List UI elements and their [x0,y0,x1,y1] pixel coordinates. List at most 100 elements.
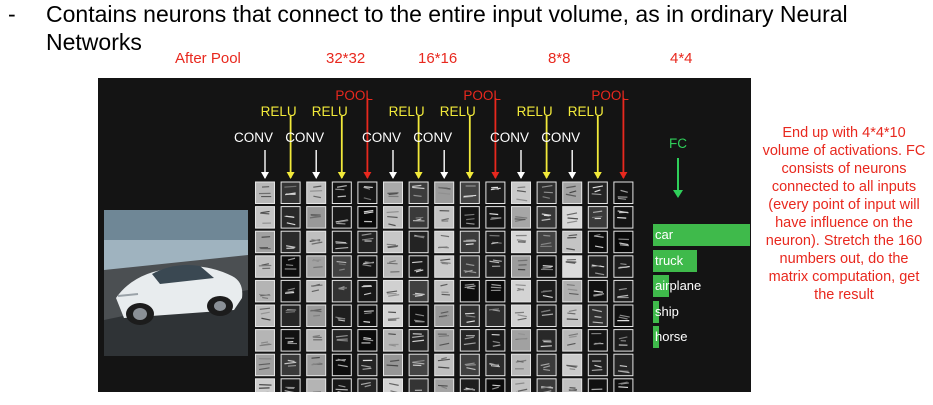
tile-texture [438,335,450,338]
tile-texture [313,314,321,317]
tile-texture [338,319,346,322]
tile-texture [593,342,601,345]
feature-map-tile [536,304,557,327]
feature-map-tile [485,230,506,254]
car-illustration [104,210,248,356]
tile-texture [592,185,604,189]
tile-texture [286,222,296,226]
tile-texture [335,334,348,338]
tile-texture [517,317,527,321]
tile-texture [439,342,450,346]
tile-texture [489,260,500,264]
relu-label-1: RELU [260,104,297,119]
tile-texture [541,184,553,188]
feature-map-tile [613,255,634,278]
tile-texture [311,289,320,293]
tile-texture [387,215,398,219]
size-16-label: 16*16 [418,50,458,67]
tile-texture [415,235,425,239]
tile-texture [517,388,528,392]
tile-texture [287,359,295,363]
tile-texture [441,293,450,296]
tile-texture [542,196,550,199]
tile-texture [284,361,297,365]
tile-texture [309,215,321,219]
feature-map-tile [280,255,301,278]
feature-map-tile [511,329,531,352]
tile-texture [515,284,526,287]
feature-map-tile [536,255,557,278]
tile-texture [463,195,474,199]
tile-texture [491,241,499,245]
tile-texture [568,234,578,237]
tile-texture [516,288,524,292]
feature-map-tile [408,279,429,303]
feature-map-tile [357,279,378,303]
pool-label-4: POOL [335,88,373,103]
relu-label-11: RELU [516,104,553,119]
tile-texture [466,218,475,221]
feature-map-tile [485,181,506,204]
tile-texture [313,185,322,188]
tile-texture [566,364,577,368]
tile-texture [364,312,372,315]
tile-texture [261,263,270,266]
tile-texture [567,288,578,291]
tile-texture [617,294,629,298]
feature-map-tile [383,230,403,254]
feature-map-tile [613,181,634,204]
pool-arrowhead-9 [491,172,500,179]
feature-map-tile [331,181,352,204]
tile-texture [361,364,371,368]
feature-map-tile [434,255,455,278]
tile-texture [412,359,425,363]
tile-texture [388,333,396,336]
side-note: End up with 4*4*10 volume of activations… [762,125,926,303]
feature-map-tile [357,255,378,278]
tile-texture [565,193,577,197]
tile-texture [437,246,448,249]
tile-texture [518,333,525,336]
conv-arrowhead-2 [312,172,321,179]
tile-texture [412,335,424,338]
tile-texture [311,238,321,242]
tile-texture [437,358,450,362]
tile-texture [492,309,501,312]
tile-texture [591,264,602,268]
feature-map-tile [383,255,403,278]
tile-texture [465,243,474,246]
tile-texture [463,270,477,274]
tile-texture [465,315,476,318]
tile-texture [567,220,578,224]
tile-texture [336,339,348,342]
feature-map-tile [562,353,583,377]
class-score-bar [653,224,750,246]
tile-texture [335,388,348,391]
tile-texture [387,245,398,249]
tile-texture [490,286,502,289]
tile-texture [437,384,448,387]
class-score-bar [653,275,670,297]
feature-map-tile [255,329,275,352]
tile-texture [516,198,528,202]
tile-texture [335,246,349,250]
tile-texture [259,343,272,347]
tile-texture [569,190,577,194]
feature-map-tile [331,304,352,327]
tile-texture [465,263,475,267]
tile-texture [543,234,551,237]
feature-map-tile [587,304,608,327]
tile-texture [361,237,374,241]
tile-texture [364,384,372,388]
feature-map-tile [383,304,403,327]
feature-map-tile [536,230,557,254]
tile-texture [491,363,500,366]
tile-texture [364,211,374,215]
tile-texture [591,193,602,196]
tile-texture [284,185,297,188]
feature-map-tile [255,304,275,327]
tile-texture [567,217,579,220]
tile-texture [312,259,322,262]
tile-texture [542,266,552,269]
feature-map-tile [536,353,557,377]
